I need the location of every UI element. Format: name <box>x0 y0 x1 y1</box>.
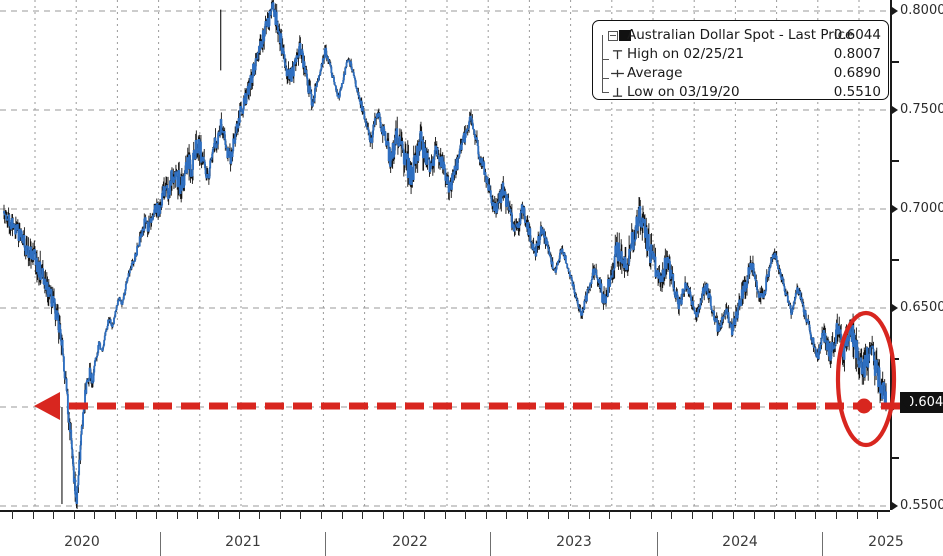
legend-value: 0.5510 <box>833 84 881 100</box>
x-minor-tick <box>671 510 673 519</box>
x-year-separator <box>490 532 491 556</box>
x-tick-label-2022: 2022 <box>392 534 428 550</box>
x-minor-tick <box>259 510 261 519</box>
x-year-separator <box>822 532 823 556</box>
y-minor-tick <box>892 259 899 261</box>
x-minor-tick <box>506 510 508 519</box>
x-minor-tick <box>547 510 549 519</box>
x-minor-tick <box>382 510 384 519</box>
x-tick-label-2025: 2025 <box>868 534 904 550</box>
price-bars-fill <box>3 2 887 504</box>
legend-value: 0.8007 <box>833 46 881 62</box>
x-minor-tick <box>403 510 405 519</box>
legend-tree-toggle-icon[interactable] <box>608 31 618 41</box>
x-minor-tick <box>794 510 796 519</box>
last-price-badge: 0.6044 <box>900 392 943 413</box>
x-minor-tick <box>609 510 611 519</box>
x-minor-tick <box>465 510 467 519</box>
legend-label: Low on 03/19/20 <box>627 84 740 100</box>
x-minor-tick <box>279 510 281 519</box>
legend-value: 0.6044 <box>833 27 881 43</box>
x-minor-tick <box>424 510 425 519</box>
y-tick-label: 0.7500 <box>900 102 943 117</box>
y-minor-tick <box>892 358 899 360</box>
x-minor-tick <box>341 510 343 519</box>
x-tick-label-2020: 2020 <box>64 534 100 550</box>
x-minor-tick <box>774 510 776 519</box>
x-minor-tick <box>197 510 199 519</box>
x-minor-tick <box>300 510 302 519</box>
y-minor-tick <box>892 457 899 459</box>
legend-tree-branch <box>602 92 609 93</box>
x-minor-tick <box>588 510 590 519</box>
average-line-icon <box>610 64 628 83</box>
x-minor-tick <box>94 510 96 519</box>
x-minor-tick <box>362 510 364 519</box>
legend-tree-branch <box>602 78 609 79</box>
x-minor-tick <box>568 510 570 519</box>
x-tick-label-2023: 2023 <box>556 534 592 550</box>
x-minor-tick <box>73 510 75 519</box>
legend-tree-trunk <box>602 35 603 93</box>
y-tick-arrow-icon <box>892 7 898 15</box>
legend-value: 0.6890 <box>833 65 881 81</box>
y-tick-label: 0.8000 <box>900 3 943 18</box>
x-year-separator <box>325 532 326 556</box>
x-year-separator <box>657 532 658 556</box>
y-minor-tick <box>892 61 899 63</box>
x-tick-label-2021: 2021 <box>225 534 261 550</box>
y-tick-arrow-icon <box>892 106 898 114</box>
x-minor-tick <box>815 510 817 519</box>
last-price-value: 0.6044 <box>906 395 943 410</box>
high-tick-icon <box>610 45 628 64</box>
x-minor-tick <box>156 510 158 519</box>
x-minor-tick <box>444 510 446 519</box>
legend-label: Average <box>627 65 683 81</box>
y-minor-tick <box>892 160 899 162</box>
x-minor-tick <box>321 510 322 519</box>
x-minor-tick <box>238 510 240 519</box>
x-minor-tick <box>712 510 714 519</box>
y-axis: 0.8000 0.7500 0.7000 0.6500 0.6000 0.550… <box>890 0 943 513</box>
y-tick-arrow-icon <box>892 205 898 213</box>
y-tick-arrow-icon <box>892 304 898 312</box>
x-minor-tick <box>53 510 55 519</box>
legend-label: High on 02/25/21 <box>627 46 745 62</box>
legend-tree-branch <box>602 59 609 60</box>
x-minor-tick <box>836 510 837 519</box>
x-minor-tick <box>485 510 487 519</box>
x-minor-tick <box>527 510 528 519</box>
legend-label: Australian Dollar Spot - Last Price <box>627 27 854 43</box>
y-tick-arrow-icon <box>892 502 898 510</box>
low-tick-icon <box>610 83 628 102</box>
x-minor-tick <box>630 510 631 519</box>
x-minor-tick <box>753 510 755 519</box>
legend-row-low[interactable]: Low on 03/19/20 0.5510 <box>593 83 888 102</box>
legend-row-average[interactable]: Average 0.6890 <box>593 64 888 83</box>
legend-row-high[interactable]: High on 02/25/21 0.8007 <box>593 45 888 64</box>
x-axis: 2020 2021 2022 2023 2024 2025 <box>0 510 904 556</box>
x-minor-tick <box>650 510 652 519</box>
x-minor-tick <box>733 510 734 519</box>
x-minor-tick <box>856 510 858 519</box>
filled-square-icon <box>603 26 631 45</box>
y-tick-label: 0.5500 <box>900 498 943 513</box>
x-minor-tick <box>218 510 219 519</box>
legend-box: Australian Dollar Spot - Last Price 0.60… <box>592 20 889 100</box>
x-minor-tick <box>691 510 693 519</box>
y-tick-label: 0.7000 <box>900 201 943 216</box>
x-minor-tick <box>877 510 879 519</box>
badge-notch-icon <box>892 392 910 412</box>
x-minor-tick <box>12 510 13 519</box>
y-tick-label: 0.6500 <box>900 300 943 315</box>
x-minor-tick <box>32 510 34 519</box>
x-minor-tick <box>115 510 116 519</box>
x-minor-tick <box>135 510 137 519</box>
x-tick-label-2024: 2024 <box>722 534 758 550</box>
legend-row-last-price[interactable]: Australian Dollar Spot - Last Price 0.60… <box>593 26 888 45</box>
x-year-separator <box>160 532 161 556</box>
x-minor-tick <box>176 510 178 519</box>
